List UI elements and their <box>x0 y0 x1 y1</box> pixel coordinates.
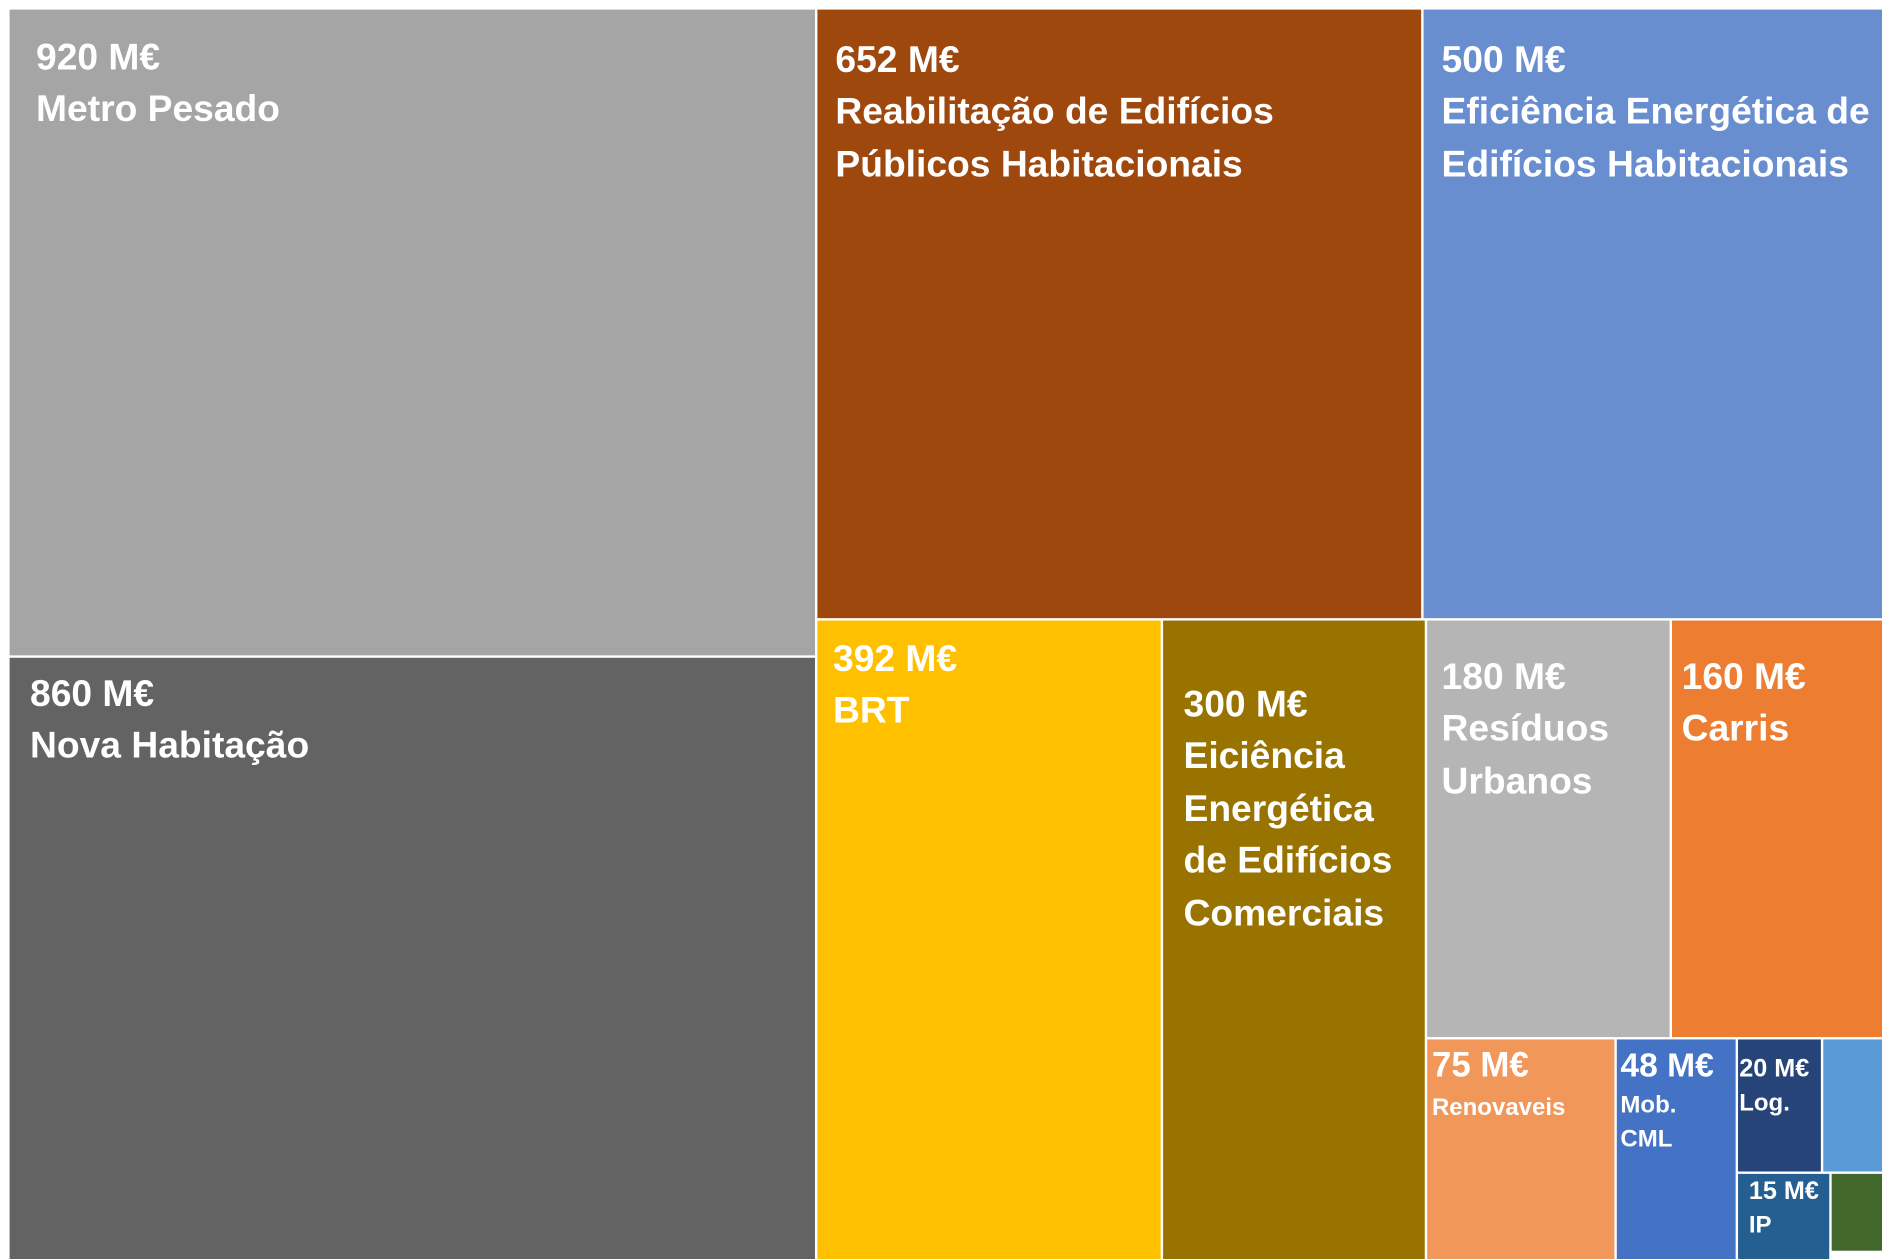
value-label: 180 M€ <box>1441 655 1566 698</box>
tile: 392 M€ BRT <box>817 620 1161 1259</box>
category-label: IP <box>1748 1212 1772 1240</box>
category-label: Metro Pesado <box>36 88 281 131</box>
tile <box>1823 1039 1882 1172</box>
category-label: Mob. CML <box>1620 1092 1677 1153</box>
tile: 500 M€ Eficiência Energética de Edifícios… <box>1423 9 1882 619</box>
value-label: 860 M€ <box>30 672 155 715</box>
tile: 160 M€ Carris <box>1672 620 1882 1038</box>
tile: 920 M€ Metro Pesado <box>9 9 816 656</box>
value-label: 392 M€ <box>833 637 958 680</box>
value-label: 920 M€ <box>36 36 161 79</box>
category-label: Eficiência Energética de Edifícios Habit… <box>1441 90 1870 185</box>
category-label: BRT <box>833 689 910 732</box>
category-label: Carris <box>1681 707 1790 750</box>
category-label: Reabilitação de Edifícios Públicos Habit… <box>835 90 1274 185</box>
tile: 15 M€ IP <box>1738 1173 1830 1259</box>
value-label: 500 M€ <box>1441 38 1566 81</box>
tile: 48 M€ Mob. CML <box>1616 1039 1736 1259</box>
tile: 20 M€ Log. <box>1738 1039 1821 1172</box>
value-label: 652 M€ <box>835 38 960 81</box>
value-label: 75 M€ <box>1431 1046 1529 1086</box>
value-label: 15 M€ <box>1748 1177 1819 1206</box>
tile: 860 M€ Nova Habitação <box>9 657 816 1259</box>
value-label: 20 M€ <box>1739 1055 1810 1083</box>
category-label: Renovaveis <box>1431 1094 1566 1121</box>
category-label: Eiciência Energética de Edifícios Comerc… <box>1183 735 1393 934</box>
tile: 652 M€ Reabilitação de Edifícios Públicos… <box>817 9 1422 619</box>
category-label: Log. <box>1739 1090 1790 1117</box>
tile <box>1831 1173 1882 1251</box>
value-label: 160 M€ <box>1681 655 1806 698</box>
tile: 180 M€ Resíduos Urbanos <box>1427 620 1670 1038</box>
category-label: Nova Habitação <box>30 724 310 767</box>
category-label: Resíduos Urbanos <box>1441 707 1610 802</box>
tile: 300 M€ Eiciência Energética de Edifícios … <box>1163 620 1425 1259</box>
tile: 75 M€ Renovaveis <box>1427 1039 1615 1259</box>
value-label: 48 M€ <box>1620 1046 1714 1084</box>
value-label: 300 M€ <box>1183 682 1308 725</box>
